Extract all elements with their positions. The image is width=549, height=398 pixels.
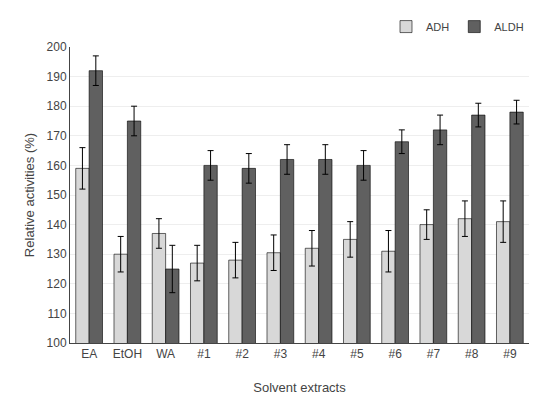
svg-text:ADH: ADH bbox=[426, 21, 449, 33]
svg-text:200: 200 bbox=[47, 40, 67, 54]
svg-text:EA: EA bbox=[81, 347, 97, 361]
svg-text:Relative activities (%): Relative activities (%) bbox=[22, 133, 37, 257]
svg-text:WA: WA bbox=[156, 347, 175, 361]
svg-text:150: 150 bbox=[47, 188, 67, 202]
svg-text:180: 180 bbox=[47, 99, 67, 113]
svg-text:120: 120 bbox=[47, 277, 67, 291]
svg-text:#2: #2 bbox=[235, 347, 249, 361]
svg-text:130: 130 bbox=[47, 247, 67, 261]
svg-text:#4: #4 bbox=[312, 347, 326, 361]
svg-text:170: 170 bbox=[47, 129, 67, 143]
svg-text:#3: #3 bbox=[274, 347, 288, 361]
svg-text:110: 110 bbox=[47, 307, 66, 321]
svg-text:#5: #5 bbox=[350, 347, 364, 361]
svg-text:190: 190 bbox=[47, 70, 67, 84]
svg-text:140: 140 bbox=[47, 218, 67, 232]
svg-text:160: 160 bbox=[47, 159, 67, 173]
svg-text:#8: #8 bbox=[465, 347, 479, 361]
svg-text:#9: #9 bbox=[503, 347, 517, 361]
svg-text:Solvent extracts: Solvent extracts bbox=[253, 380, 346, 395]
svg-text:100: 100 bbox=[47, 336, 67, 350]
svg-text:#6: #6 bbox=[388, 347, 402, 361]
svg-text:#7: #7 bbox=[427, 347, 441, 361]
svg-text:ALDH: ALDH bbox=[494, 21, 523, 33]
svg-text:EtOH: EtOH bbox=[113, 347, 142, 361]
svg-text:#1: #1 bbox=[197, 347, 211, 361]
